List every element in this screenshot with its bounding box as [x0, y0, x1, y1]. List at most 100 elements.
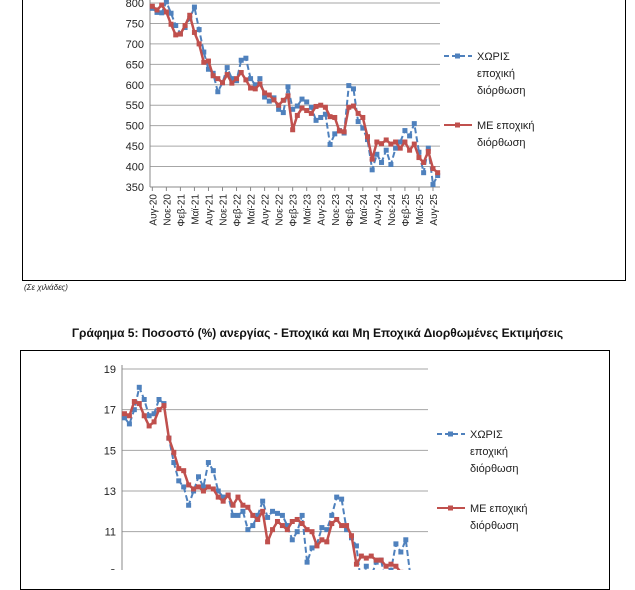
data-point-adjusted [255, 517, 260, 522]
data-point-unadjusted [157, 397, 162, 402]
data-point-adjusted [349, 533, 354, 538]
data-point-adjusted [305, 527, 310, 532]
data-point-adjusted [176, 466, 181, 471]
data-point-unadjusted [319, 525, 324, 530]
data-point-adjusted [329, 521, 334, 526]
y-tick-label: 11 [105, 527, 116, 539]
data-point-adjusted [191, 486, 196, 491]
data-point-adjusted [369, 554, 374, 559]
data-point-unadjusted [142, 397, 147, 402]
data-point-adjusted [339, 523, 344, 528]
data-point-adjusted [384, 564, 389, 569]
data-point-adjusted [245, 505, 250, 510]
data-point-adjusted [364, 556, 369, 561]
data-point-unadjusted [235, 513, 240, 518]
data-point-adjusted [300, 521, 305, 526]
data-point-adjusted [206, 484, 211, 489]
series-line-unadjusted [125, 387, 426, 570]
data-point-adjusted [314, 543, 319, 548]
data-point-adjusted [285, 527, 290, 532]
data-point-unadjusted [260, 499, 265, 504]
data-point-adjusted [171, 450, 176, 455]
data-point-unadjusted [206, 460, 211, 465]
legend-label-adjusted: ΜΕ εποχική [470, 503, 528, 515]
data-point-adjusted [181, 468, 186, 473]
data-point-adjusted [310, 529, 315, 534]
data-point-adjusted [319, 537, 324, 542]
data-point-unadjusted [186, 503, 191, 508]
data-point-adjusted [344, 523, 349, 528]
data-point-unadjusted [300, 513, 305, 518]
data-point-adjusted [132, 399, 137, 404]
data-point-adjusted [157, 407, 162, 412]
data-point-unadjusted [305, 560, 310, 565]
data-point-unadjusted [181, 484, 186, 489]
data-point-adjusted [260, 509, 265, 514]
legend-marker [448, 432, 453, 437]
legend-label-unadjusted: εποχική [470, 446, 508, 458]
data-point-adjusted [354, 562, 359, 567]
data-point-adjusted [388, 562, 393, 567]
data-point-adjusted [374, 558, 379, 563]
data-point-unadjusted [127, 421, 132, 426]
data-point-unadjusted [280, 513, 285, 518]
y-tick-label: 13 [104, 486, 116, 498]
data-point-adjusted [137, 401, 142, 406]
data-point-adjusted [221, 499, 226, 504]
data-point-unadjusted [250, 523, 255, 528]
data-point-unadjusted [339, 497, 344, 502]
data-point-unadjusted [147, 413, 152, 418]
data-point-unadjusted [231, 513, 236, 518]
data-point-unadjusted [137, 385, 142, 390]
data-point-adjusted [152, 419, 157, 424]
data-point-unadjusted [265, 515, 270, 520]
data-point-adjusted [295, 517, 300, 522]
data-point-adjusted [240, 503, 245, 508]
data-point-adjusted [142, 413, 147, 418]
data-point-adjusted [226, 493, 231, 498]
data-point-adjusted [196, 484, 201, 489]
data-point-unadjusted [245, 527, 250, 532]
data-point-adjusted [186, 482, 191, 487]
data-point-unadjusted [176, 478, 181, 483]
data-point-unadjusted [196, 474, 201, 479]
data-point-unadjusted [211, 468, 216, 473]
data-point-unadjusted [240, 509, 245, 514]
data-point-adjusted [275, 519, 280, 524]
data-point-adjusted [235, 495, 240, 500]
data-point-adjusted [379, 558, 384, 563]
data-point-adjusted [127, 413, 132, 418]
y-tick-label: 19 [104, 364, 116, 376]
data-point-unadjusted [329, 513, 334, 518]
y-tick-label: 15 [104, 445, 116, 457]
data-point-adjusted [216, 495, 221, 500]
data-point-unadjusted [275, 511, 280, 516]
data-point-unadjusted [334, 495, 339, 500]
data-point-unadjusted [310, 545, 315, 550]
data-point-unadjusted [398, 550, 403, 555]
data-point-unadjusted [364, 564, 369, 569]
legend-label-unadjusted: διόρθωση [470, 463, 519, 475]
data-point-unadjusted [290, 537, 295, 542]
data-point-adjusted [231, 503, 236, 508]
data-point-adjusted [393, 564, 398, 569]
data-point-unadjusted [403, 537, 408, 542]
data-point-adjusted [334, 517, 339, 522]
data-point-adjusted [122, 411, 127, 416]
data-point-adjusted [250, 513, 255, 518]
data-point-adjusted [324, 539, 329, 544]
data-point-unadjusted [295, 529, 300, 534]
data-point-adjusted [280, 523, 285, 528]
data-point-unadjusted [393, 541, 398, 546]
data-point-adjusted [290, 519, 295, 524]
data-point-adjusted [359, 554, 364, 559]
data-point-adjusted [166, 436, 171, 441]
data-point-adjusted [265, 539, 270, 544]
data-point-adjusted [270, 527, 275, 532]
data-point-adjusted [201, 489, 206, 494]
chart-2: 91113151719ΧΩΡΙΣεποχικήδιόρθωσηΜΕ εποχικ… [0, 0, 635, 570]
y-tick-label: 17 [104, 405, 116, 417]
legend-marker [448, 506, 453, 511]
legend-label-unadjusted: ΧΩΡΙΣ [470, 429, 503, 441]
series-line-adjusted [125, 402, 426, 571]
